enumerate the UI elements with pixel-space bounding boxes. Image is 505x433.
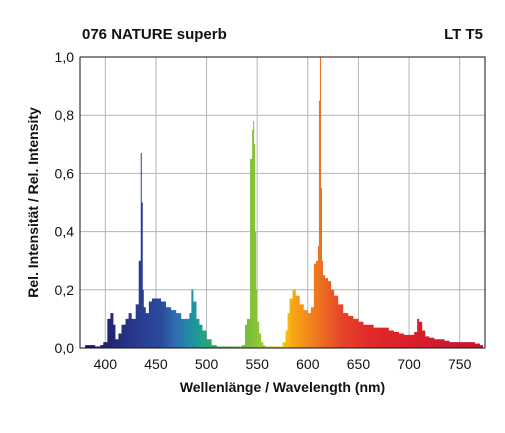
x-tick-label: 550 — [246, 356, 270, 372]
x-tick-label: 450 — [144, 356, 168, 372]
x-axis-label: Wellenlänge / Wavelength (nm) — [180, 379, 385, 395]
x-tick-labels: 400 450 500 550 600 650 700 750 — [94, 356, 472, 372]
spectrum-area — [85, 57, 483, 348]
y-tick-label: 0,0 — [55, 340, 75, 356]
y-tick-label: 0,6 — [55, 165, 75, 181]
x-tick-label: 650 — [347, 356, 371, 372]
chart-title: 076 NATURE superb — [82, 26, 227, 43]
y-tick-label: 0,4 — [55, 224, 75, 240]
y-tick-label: 0,8 — [55, 107, 75, 123]
plot-frame — [79, 56, 486, 349]
x-tick-label: 750 — [448, 356, 472, 372]
lamp-model-label: LT T5 — [444, 26, 483, 43]
x-tick-label: 500 — [195, 356, 219, 372]
x-tick-label: 400 — [94, 356, 118, 372]
x-tick-label: 700 — [397, 356, 421, 372]
x-tick-label: 600 — [296, 356, 320, 372]
y-tick-label: 0,2 — [55, 282, 75, 298]
y-tick-label: 1,0 — [55, 49, 75, 65]
y-axis-label: Rel. Intensität / Rel. Intensity — [25, 107, 41, 298]
y-tick-labels: 0,0 0,2 0,4 0,6 0,8 1,0 — [55, 49, 75, 356]
